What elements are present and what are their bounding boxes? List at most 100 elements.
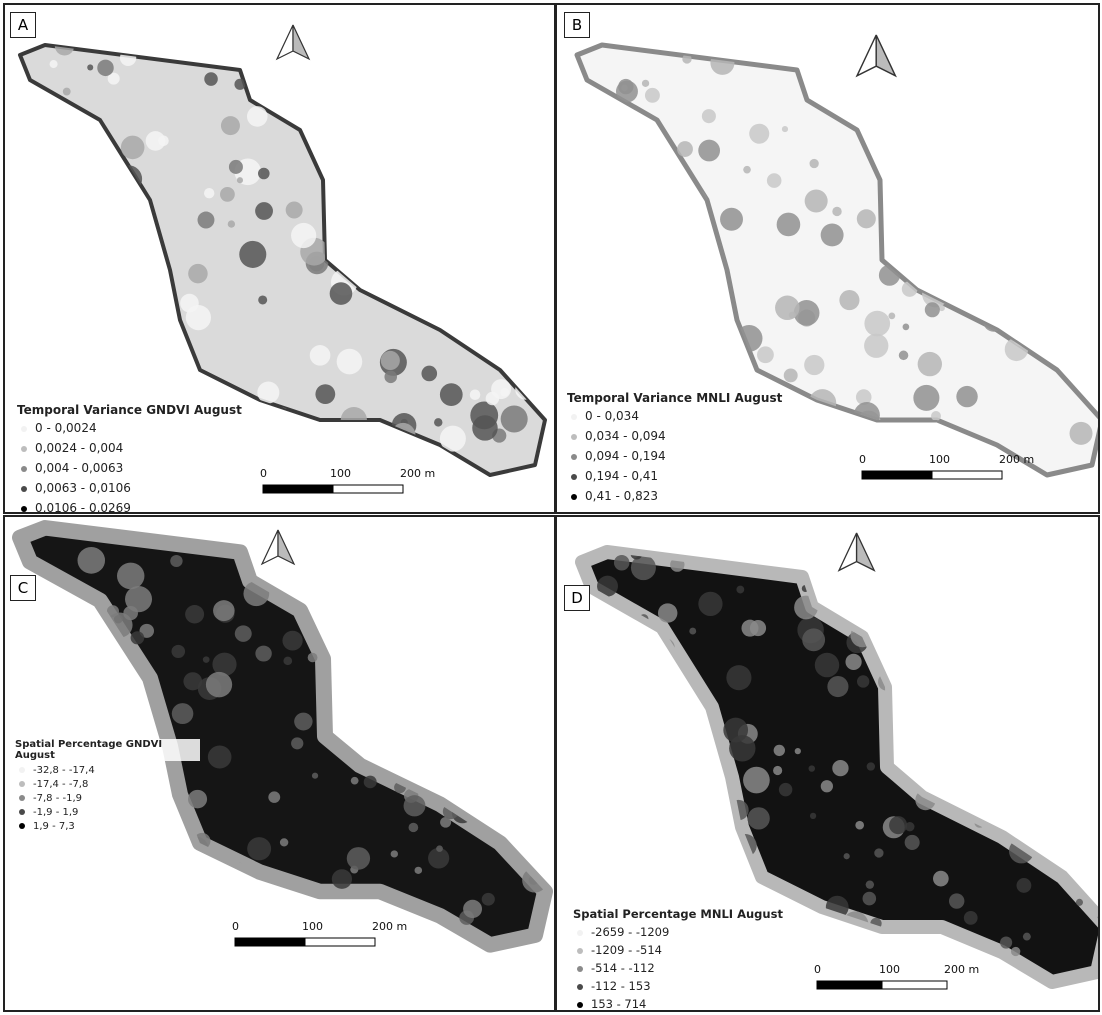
raster-patch [434,418,442,426]
raster-patch [685,201,694,210]
raster-patch [864,311,890,337]
raster-patch [633,679,657,703]
raster-patch [325,521,340,535]
raster-patch [469,328,486,345]
legend-label: -32,8 - -17,4 [33,765,95,776]
raster-patch [206,672,232,698]
raster-patch [346,701,356,711]
raster-patch [832,760,848,776]
raster-patch [955,177,976,198]
raster-patch [729,868,751,890]
scale-label: 200 m [372,920,407,933]
raster-patch [600,226,619,245]
legend-label: -1,9 - 1,9 [33,807,78,818]
legend-item: -1,9 - 1,9 [19,807,78,818]
raster-patch [120,50,136,66]
raster-patch [456,183,465,192]
legend-dot [577,930,583,936]
raster-patch [353,438,359,444]
raster-patch [284,92,295,103]
raster-patch [258,168,270,180]
raster-patch [431,637,445,650]
legend-label: -112 - 153 [591,979,651,993]
raster-patch [1076,899,1083,906]
raster-patch [1087,244,1099,256]
raster-patch [876,108,901,133]
north-arrow [277,25,309,59]
raster-patch [810,49,831,70]
raster-patch [308,653,318,663]
raster-patch [501,405,528,432]
raster-patch [1073,71,1083,81]
raster-patch [630,299,652,321]
raster-patch [681,877,705,901]
raster-patch [698,592,722,616]
raster-patch [586,620,594,628]
raster-patch [682,188,707,213]
raster-patch [159,872,178,890]
raster-patch [1022,273,1028,279]
raster-patch [333,905,357,929]
raster-patch [587,283,593,289]
raster-patch [417,632,441,655]
scale-label: 100 [879,963,900,976]
raster-patch [1005,265,1032,292]
raster-patch [660,724,677,741]
raster-patch [588,684,607,703]
raster-patch [43,303,54,314]
raster-patch [384,371,397,384]
raster-patch [899,351,909,361]
raster-patch [42,140,52,150]
legend-dot [21,466,27,472]
scale-label: 0 [859,453,866,466]
raster-patch [65,310,80,325]
raster-patch [897,99,923,125]
raster-patch [114,165,142,193]
raster-patch [757,452,779,474]
raster-patch [364,226,372,234]
raster-patch [749,124,769,144]
raster-patch [438,234,462,258]
legend-item: 153 - 714 [577,997,646,1011]
raster-patch [445,709,455,718]
legend-title: Spatial Percentage MNLI August [573,907,783,921]
raster-patch [484,806,498,820]
raster-patch [609,191,625,207]
raster-patch [1021,671,1045,695]
scale-label: 0 [232,920,239,933]
raster-patch [1064,771,1091,798]
raster-patch [614,555,629,570]
raster-patch [255,646,271,662]
raster-patch [607,210,614,217]
arrow-right [876,35,895,76]
raster-patch [1090,753,1100,764]
scale-label: 100 [929,453,950,466]
arrow-right [293,25,309,59]
raster-patch [787,447,811,471]
raster-patch [867,762,875,770]
raster-patch [918,352,942,376]
raster-patch [521,651,541,670]
raster-patch [983,311,1004,332]
raster-patch [315,384,335,404]
raster-patch [472,745,481,754]
raster-patch [440,215,465,240]
raster-patch [469,151,490,172]
raster-patch [400,245,421,266]
raster-patch [1074,695,1100,721]
raster-patch [80,124,96,140]
raster-patch [903,324,910,331]
raster-patch [188,790,207,808]
north-arrow [857,35,895,76]
figure: 0100200 mATemporal Variance GNDVI August… [0,0,1102,1015]
raster-patch [782,126,788,132]
raster-patch [391,850,398,857]
legend-item: 0,094 - 0,194 [571,449,666,463]
raster-patch [185,605,204,623]
panel-label: C [10,575,36,601]
raster-patch [417,220,428,231]
legend-item: 0,034 - 0,094 [571,429,666,443]
raster-patch [1017,312,1044,339]
raster-patch [723,866,736,879]
raster-patch [1023,933,1031,941]
